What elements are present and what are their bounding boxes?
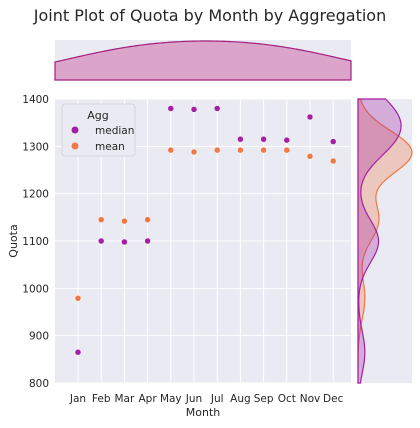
- scatter-point-median: [74, 348, 82, 356]
- scatter-point-mean: [283, 146, 291, 154]
- right-kde-mean: [357, 98, 413, 384]
- legend-label-median: median: [95, 125, 134, 137]
- x-tick-label: Sep: [254, 393, 274, 405]
- legend-marker-mean: [71, 142, 79, 150]
- scatter-point-median: [283, 136, 291, 144]
- top-marginal-panel: [55, 40, 351, 80]
- scatter-point-mean: [121, 217, 128, 225]
- x-tick-label: Oct: [278, 393, 296, 405]
- scatter-point-median: [329, 138, 337, 145]
- x-tick-label: Nov: [300, 393, 321, 405]
- y-tick-label: 1200: [22, 189, 49, 201]
- scatter-point-median: [121, 238, 128, 246]
- scatter-point-mean: [97, 216, 105, 223]
- scatter-point-median: [190, 106, 198, 113]
- scatter-point-mean: [306, 153, 314, 160]
- y-axis-label: Quota: [7, 224, 20, 257]
- right-marginal-kde: [357, 98, 413, 384]
- scatter-point-mean: [144, 216, 151, 223]
- x-tick-label: Jun: [185, 393, 202, 405]
- y-tick-label: 1100: [22, 236, 49, 248]
- right-marginal-panel: [358, 99, 412, 383]
- x-tick-label: Jul: [210, 393, 224, 405]
- top-kde-area: [54, 40, 352, 81]
- legend-label-mean: mean: [95, 141, 125, 153]
- top-marginal-kde: [54, 40, 352, 81]
- x-tick-labels: Jan Feb Mar Apr May Jun Jul Aug Sep Oct Nov Dec: [69, 393, 344, 405]
- y-tick-label: 1000: [22, 283, 49, 295]
- x-tick-label: Dec: [323, 393, 344, 405]
- scatter-points: [74, 105, 337, 356]
- y-tick-label: 1300: [22, 141, 49, 153]
- scatter-point-mean: [190, 148, 198, 156]
- right-kde-median: [357, 98, 402, 384]
- scatter-point-mean: [237, 146, 244, 154]
- y-tick-labels: 800 900 1000 1100 1200 1300 1400: [22, 94, 49, 390]
- legend-box: [61, 103, 136, 157]
- legend-title: Agg: [87, 109, 109, 122]
- scatter-point-median: [144, 237, 151, 245]
- scatter-point-median: [260, 135, 267, 143]
- x-tick-label: Apr: [139, 393, 158, 405]
- x-tick-label: Feb: [92, 393, 111, 405]
- legend: Agg median mean: [61, 103, 136, 157]
- y-tick-label: 900: [29, 331, 49, 343]
- scatter-point-median: [167, 105, 175, 112]
- x-tick-label: Aug: [230, 393, 251, 405]
- y-tick-label: 1400: [22, 94, 49, 106]
- scatter-point-median: [306, 113, 314, 121]
- scatter-point-mean: [260, 146, 267, 154]
- scatter-point-mean: [167, 146, 175, 154]
- x-tick-label: Jan: [69, 393, 86, 405]
- scatter-point-median: [213, 105, 221, 112]
- scatter-point-mean: [329, 157, 337, 165]
- legend-marker-median: [71, 126, 79, 134]
- x-tick-label: Mar: [114, 393, 134, 405]
- scatter-point-median: [97, 237, 105, 245]
- scatter-point-mean: [213, 146, 221, 154]
- chart-title: Joint Plot of Quota by Month by Aggregat…: [33, 6, 386, 25]
- x-axis-label: Month: [186, 406, 221, 419]
- scatter-point-mean: [74, 295, 82, 302]
- y-tick-label: 800: [29, 378, 49, 390]
- scatter-point-median: [237, 135, 244, 143]
- x-tick-label: May: [160, 393, 182, 405]
